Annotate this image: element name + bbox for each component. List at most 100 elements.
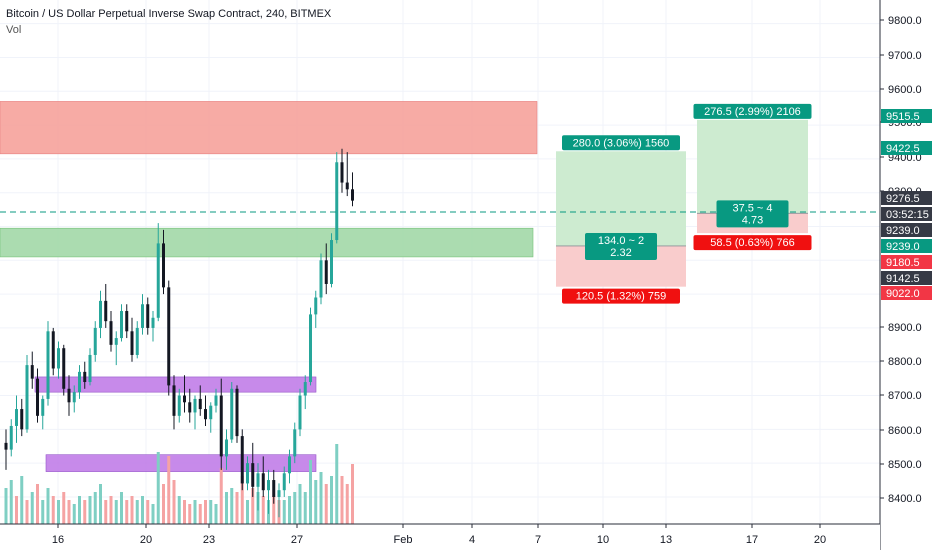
- ratio-value: 4.73: [742, 214, 763, 226]
- candle-body: [30, 365, 34, 379]
- support-zone: [0, 227, 534, 258]
- target-label: 280.0 (3.06%) 1560: [573, 137, 670, 149]
- candle-body: [83, 371, 87, 383]
- candle-body: [345, 182, 349, 190]
- volume-bar: [120, 492, 123, 524]
- price-tag-box: [881, 207, 932, 221]
- volume-bar: [72, 504, 76, 524]
- target-label-box: [693, 103, 812, 119]
- time-tick-label: 17: [746, 534, 758, 546]
- volume-bar: [225, 492, 228, 524]
- candle-body: [172, 385, 176, 416]
- volume-bar: [235, 492, 239, 524]
- candlesticks: [4, 148, 354, 518]
- volume-bar: [288, 496, 291, 524]
- candle-body: [219, 395, 223, 457]
- volume-bar: [198, 504, 202, 524]
- price-tick-label: 9800.0: [888, 15, 922, 27]
- volume-bar: [340, 476, 344, 524]
- price-tag-box: [881, 286, 932, 300]
- candle-body: [125, 311, 129, 332]
- target-label-box: [562, 135, 680, 151]
- candle-body: [51, 331, 55, 369]
- volume-bar: [298, 484, 302, 524]
- candle-body: [9, 425, 13, 450]
- volume-bar: [209, 500, 213, 524]
- volume-bar: [114, 500, 118, 524]
- price-tag-label: 9239.0: [886, 241, 920, 253]
- price-axis[interactable]: 9800.09700.09600.09500.09400.09300.08900…: [879, 0, 932, 550]
- candle-body: [335, 162, 339, 241]
- price-tag-label: 9239.0: [886, 225, 920, 237]
- candle-body: [240, 436, 244, 484]
- volume-bar: [83, 500, 87, 524]
- volume-bar: [4, 488, 8, 524]
- candle-body: [177, 395, 181, 416]
- volume-bar: [30, 492, 34, 524]
- candle-body: [193, 398, 197, 413]
- volume-bar: [15, 496, 18, 524]
- candle-body: [78, 371, 81, 393]
- volume-bar: [41, 500, 45, 524]
- candle-body: [261, 473, 265, 491]
- candle-body: [183, 395, 186, 403]
- candle-body: [109, 321, 113, 345]
- candle-body: [114, 338, 118, 345]
- volume-bar: [99, 484, 102, 524]
- volume-bar: [193, 500, 197, 524]
- candle-body: [46, 331, 50, 399]
- price-tag-box: [881, 109, 932, 123]
- stop-label-box: [562, 288, 680, 304]
- price-tag-box: [881, 141, 932, 155]
- volume-bar: [330, 476, 333, 524]
- candle-body: [156, 243, 160, 318]
- candle-body: [324, 260, 328, 284]
- volume-bar: [135, 500, 139, 524]
- volume-bar: [78, 496, 81, 524]
- candle-body: [204, 409, 207, 420]
- resistance-zone: [0, 101, 538, 155]
- volume-bar: [177, 496, 181, 524]
- candle-body: [272, 480, 276, 497]
- candle-body: [88, 354, 92, 383]
- price-tick-label: 8600.0: [888, 425, 922, 437]
- candle-body: [314, 297, 318, 315]
- candle-body: [41, 398, 45, 416]
- volume-bar: [351, 464, 354, 524]
- time-axis[interactable]: 16 20 23 27 Feb 4 7 10 13 17 20: [0, 523, 880, 550]
- price-tick-label: 8700.0: [888, 390, 922, 402]
- time-axis-bg: [0, 524, 880, 550]
- position-tools[interactable]: 280.0 (3.06%) 1560 120.5 (1.32%) 759 134.0…: [556, 103, 812, 304]
- candle-body: [93, 327, 97, 355]
- price-tag-box: [881, 239, 932, 253]
- candle-body: [162, 243, 165, 288]
- candle-body: [25, 365, 29, 430]
- price-tag-box: [881, 255, 932, 269]
- time-tick-label: 10: [597, 534, 609, 546]
- price-tag-label: 9022.0: [886, 288, 920, 300]
- volume-bar: [335, 444, 339, 524]
- volume-bar: [57, 500, 60, 524]
- volume-bar: [240, 476, 244, 524]
- volume-bar: [51, 496, 55, 524]
- candle-body: [214, 395, 218, 406]
- candle-body: [209, 405, 213, 420]
- volume-bar: [303, 492, 307, 524]
- candle-body: [67, 388, 71, 403]
- volume-bar: [62, 492, 66, 524]
- horizontal-zones: [0, 101, 538, 472]
- volume-bar: [36, 484, 39, 524]
- candle-body: [151, 317, 155, 328]
- volume-bar: [219, 468, 223, 524]
- price-tag-box: [881, 223, 932, 237]
- candle-body: [351, 189, 354, 201]
- candle-body: [319, 260, 323, 298]
- time-tick-label: 16: [52, 534, 64, 546]
- volume-bar: [230, 488, 234, 524]
- volume-bar: [141, 496, 144, 524]
- candle-body: [288, 456, 291, 474]
- candle-body: [225, 439, 228, 457]
- volume-bar: [104, 500, 108, 524]
- price-tick-label: 8500.0: [888, 459, 922, 471]
